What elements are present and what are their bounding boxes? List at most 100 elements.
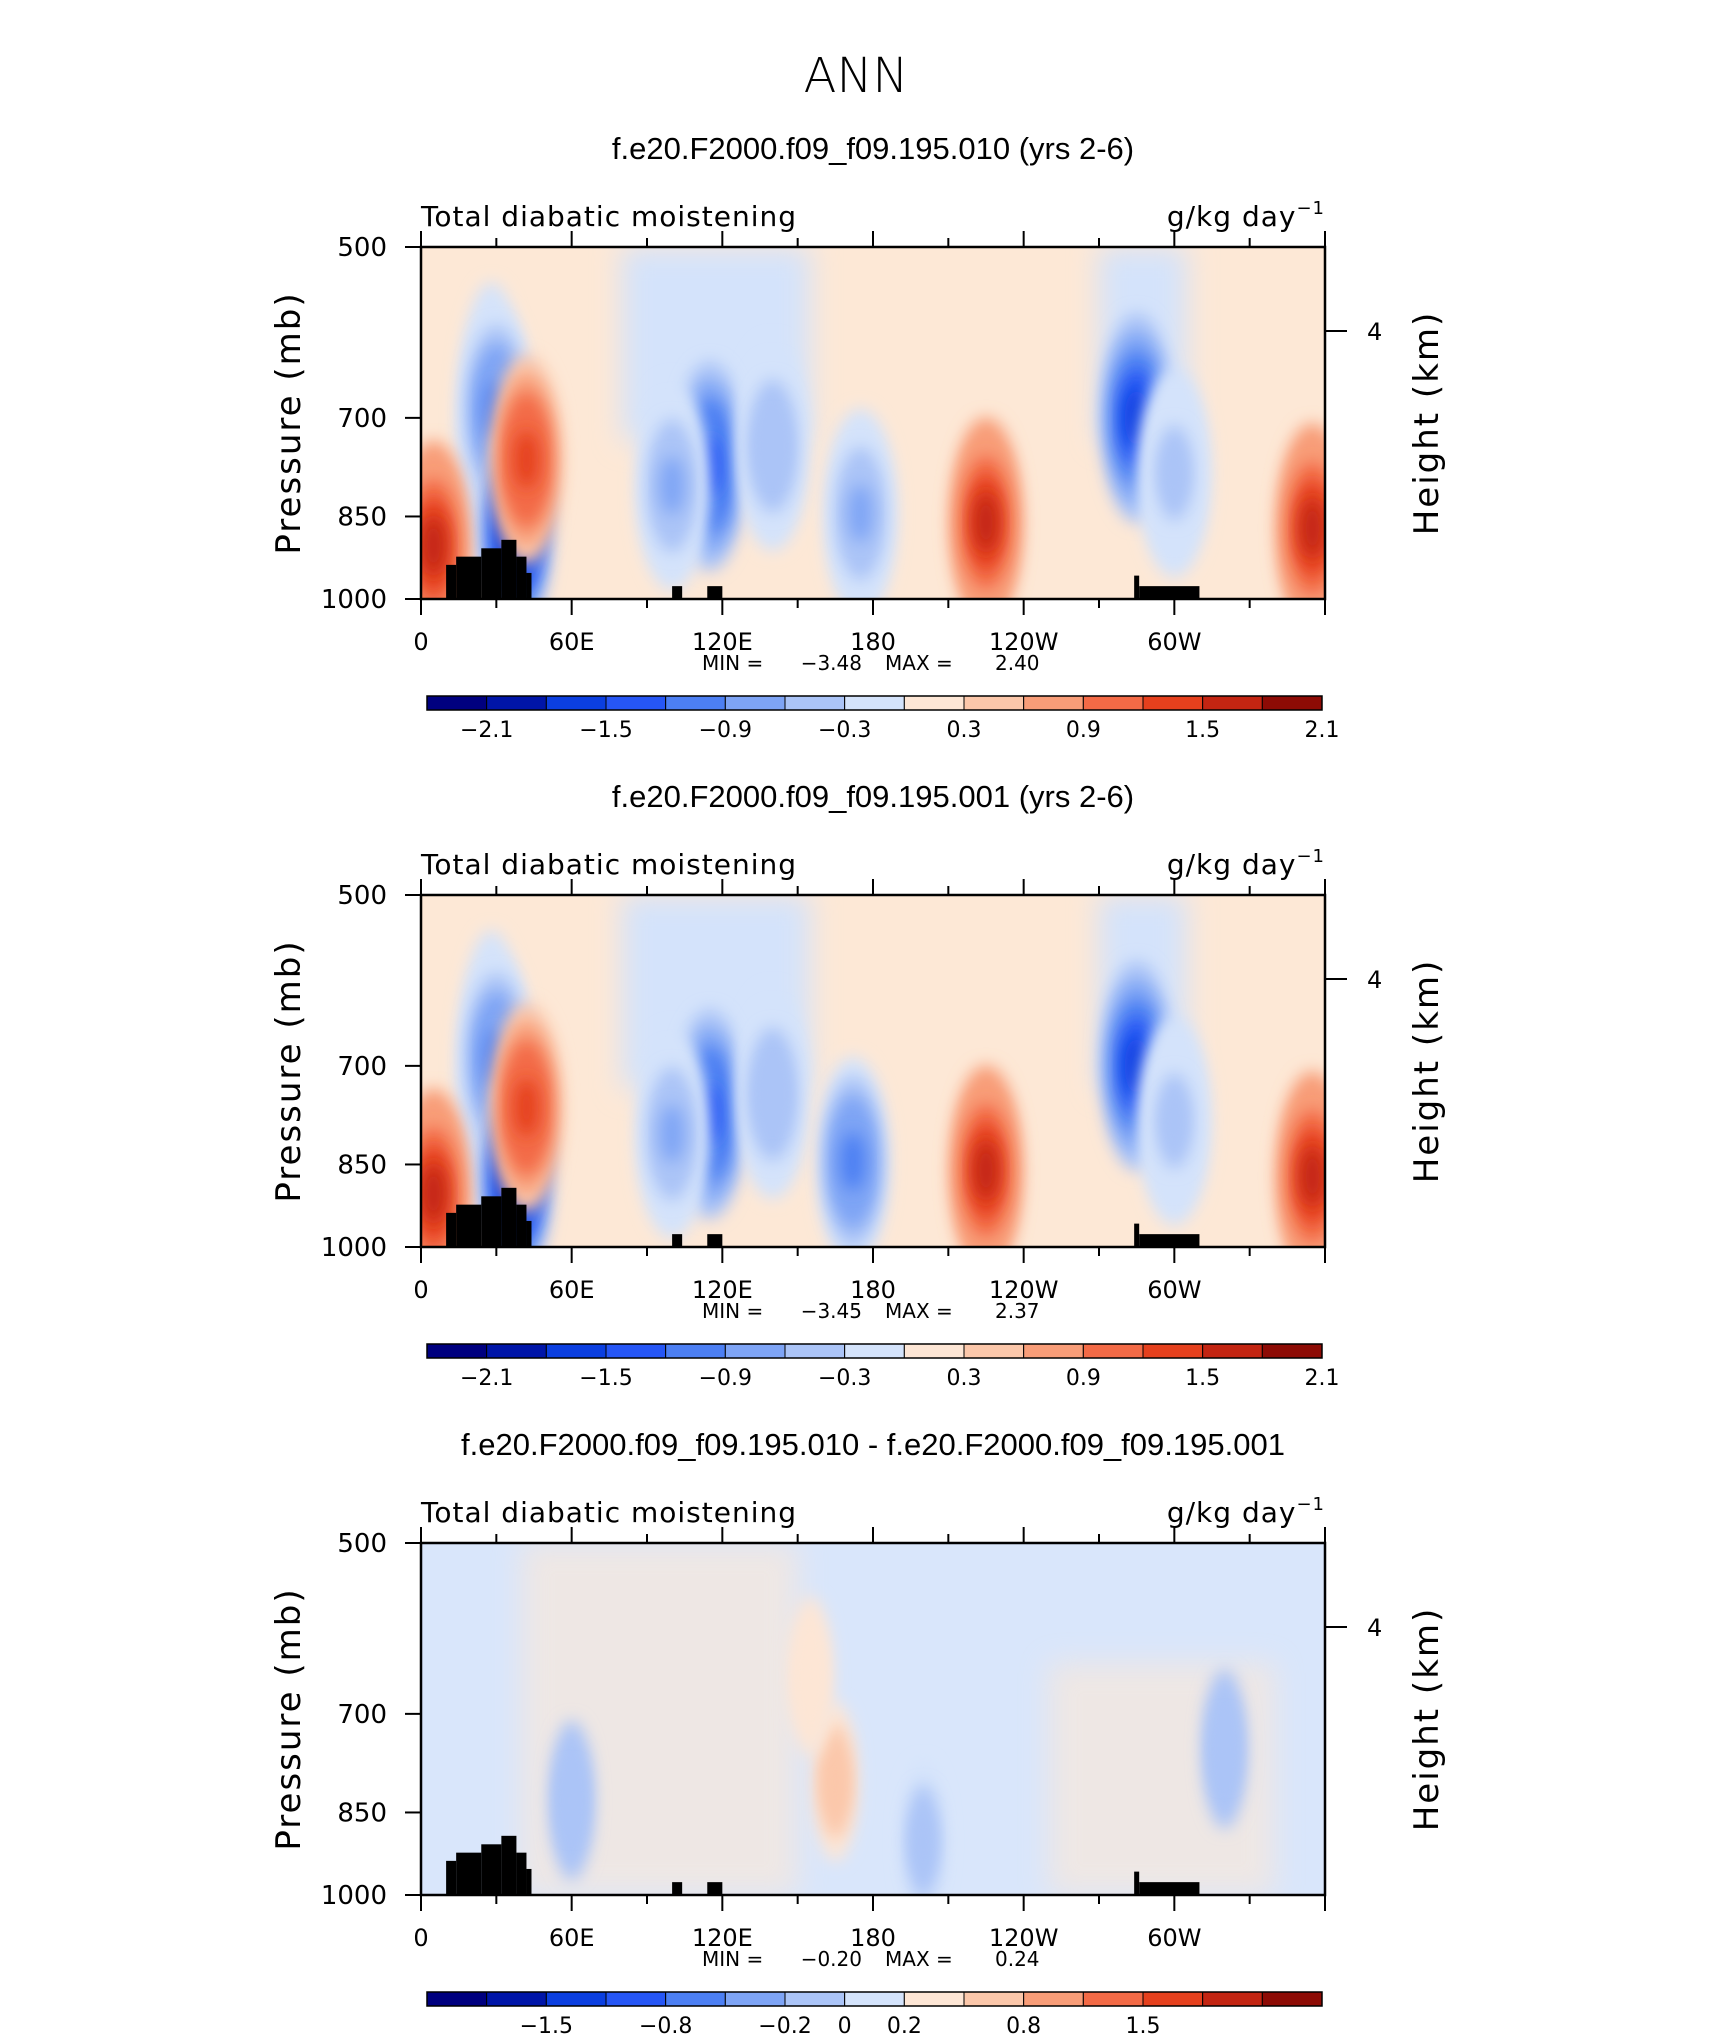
topo-block-6 xyxy=(672,1234,683,1247)
colorbar-swatch xyxy=(545,1991,607,2007)
colorbar-label: −0.9 xyxy=(699,1366,752,1391)
topo-block-4 xyxy=(516,556,527,599)
colorbar-label: −0.3 xyxy=(818,1366,871,1391)
x-axis: 0 60E 120E 180 120W 60W xyxy=(413,879,1326,1304)
contour-blob-8-4 xyxy=(974,1141,998,1200)
y-tick-label: 1000 xyxy=(321,1881,387,1911)
colorbar-swatch xyxy=(724,695,786,711)
contour-blob-8-4 xyxy=(974,493,998,552)
topography xyxy=(446,539,1200,599)
contour-blob-5-4 xyxy=(660,456,685,515)
y-axis-label: Pressure (mb) xyxy=(269,939,309,1202)
x-tick-label: 120W xyxy=(989,1924,1059,1952)
contour-blob-6-4 xyxy=(760,417,785,476)
colorbar-label: 0.2 xyxy=(887,2014,922,2038)
colorbar-swatch xyxy=(1142,695,1204,711)
topo-block-9 xyxy=(1139,1234,1200,1247)
colorbar-label: −0.8 xyxy=(639,2014,692,2038)
colorbar-swatch xyxy=(963,695,1025,711)
x-tick-label: 60E xyxy=(549,1924,595,1952)
topo-block-9 xyxy=(1139,1882,1200,1895)
y-tick-label: 700 xyxy=(337,1700,387,1730)
contour-field xyxy=(421,895,1325,1247)
y-tick-label: 500 xyxy=(337,1529,387,1559)
colorbar-swatch xyxy=(1142,1343,1204,1359)
colorbar-swatch xyxy=(605,695,667,711)
colorbar-label: 0.9 xyxy=(1066,718,1101,743)
x-tick-label: 120E xyxy=(692,1276,753,1304)
min-value: −3.45 xyxy=(801,1299,862,1323)
colorbar-swatch xyxy=(665,1343,726,1359)
y-tick-label: 700 xyxy=(337,1052,387,1082)
colorbar-label: −1.5 xyxy=(520,2014,573,2038)
colorbar-swatch xyxy=(1023,1991,1084,2007)
topo-block-3 xyxy=(501,1187,517,1247)
colorbar-label: 0.3 xyxy=(947,718,982,743)
y-axis: 500 700 850 1000 Pressure (mb) xyxy=(269,1529,421,1911)
colorbar-swatch xyxy=(1202,1343,1263,1359)
contour-blob-10-4 xyxy=(1162,443,1187,502)
contour-blob-1-2 xyxy=(798,1642,822,1710)
x-tick-label: 60W xyxy=(1147,628,1201,656)
colorbar-swatch xyxy=(545,1343,607,1359)
contour-blob-3-4 xyxy=(421,1164,446,1223)
left-string: Total diabatic moistening xyxy=(420,200,797,233)
topo-block-5 xyxy=(526,1220,532,1247)
colorbar-swatch xyxy=(1261,1343,1323,1359)
y-tick-label: 500 xyxy=(337,881,387,911)
y-tick-label: 850 xyxy=(337,502,387,532)
colorbar-swatch xyxy=(665,1991,726,2007)
topo-block-7 xyxy=(707,1882,723,1895)
colorbar-label: 1.5 xyxy=(1185,718,1220,743)
contour-blob-5-4 xyxy=(660,1104,685,1163)
min-value: −0.20 xyxy=(801,1947,862,1971)
colorbar-swatch xyxy=(844,1343,905,1359)
y-axis-right: 4 Height (km) xyxy=(1325,311,1447,536)
x-axis: 0 60E 120E 180 120W 60W xyxy=(413,231,1326,656)
max-value: 2.37 xyxy=(995,1299,1040,1323)
colorbar-swatch xyxy=(545,695,607,711)
colorbar-swatch xyxy=(1202,1991,1263,2007)
x-tick-label: 120E xyxy=(692,1924,753,1952)
colorbar-swatch xyxy=(1202,695,1263,711)
topo-block-2 xyxy=(481,1844,502,1895)
left-string: Total diabatic moistening xyxy=(420,848,797,881)
topo-block-0 xyxy=(446,1212,457,1247)
topography xyxy=(446,1835,1200,1895)
colorbar-label: 0.8 xyxy=(1006,2014,1041,2038)
colorbar: −2.1 −1.5 −0.9 −0.3 0.3 0.9 1.5 2.1 xyxy=(426,695,1340,743)
min-max-stats: MIN = −0.20 MAX = 0.24 xyxy=(702,1947,1040,1971)
contour-blob-7-4 xyxy=(840,1132,865,1191)
colorbar-label: 2.1 xyxy=(1305,1366,1340,1391)
colorbar-swatch xyxy=(665,695,726,711)
max-label: MAX = xyxy=(885,1947,953,1971)
contour-blob-7-4 xyxy=(848,484,873,543)
contour-blob-4-2 xyxy=(1213,1715,1236,1783)
colorbar-swatch xyxy=(1082,695,1144,711)
x-tick-label: 60E xyxy=(549,628,595,656)
topo-block-7 xyxy=(707,586,723,599)
y-right-axis-label: Height (km) xyxy=(1407,959,1447,1184)
min-label: MIN = xyxy=(702,1299,763,1323)
y-axis-right: 4 Height (km) xyxy=(1325,959,1447,1184)
topo-block-1 xyxy=(456,556,482,599)
x-tick-label: 120W xyxy=(989,628,1059,656)
y-right-axis-label: Height (km) xyxy=(1407,311,1447,536)
colorbar-frame xyxy=(426,695,1323,711)
x-tick-label: 120W xyxy=(989,1276,1059,1304)
max-value: 2.40 xyxy=(995,651,1040,675)
y-right-tick-label: 4 xyxy=(1367,1614,1382,1642)
x-axis: 0 60E 120E 180 120W 60W xyxy=(413,1527,1326,1952)
colorbar-swatch xyxy=(903,1991,965,2007)
topo-block-0 xyxy=(446,1860,457,1895)
colorbar-label: 0.9 xyxy=(1066,1366,1101,1391)
colorbar-swatch xyxy=(784,695,846,711)
colorbar-label: 1.5 xyxy=(1126,2014,1161,2038)
colorbar: −1.5 −0.8 −0.2 0 0.2 0.8 1.5 xyxy=(426,1991,1323,2038)
x-tick-label: 0 xyxy=(413,1924,428,1952)
y-axis-right: 4 Height (km) xyxy=(1325,1607,1447,1831)
colorbar-swatch xyxy=(844,695,905,711)
topo-block-2 xyxy=(481,548,502,599)
colorbar-label: 0.3 xyxy=(947,1366,982,1391)
y-axis: 500 700 850 1000 Pressure (mb) xyxy=(269,233,421,615)
